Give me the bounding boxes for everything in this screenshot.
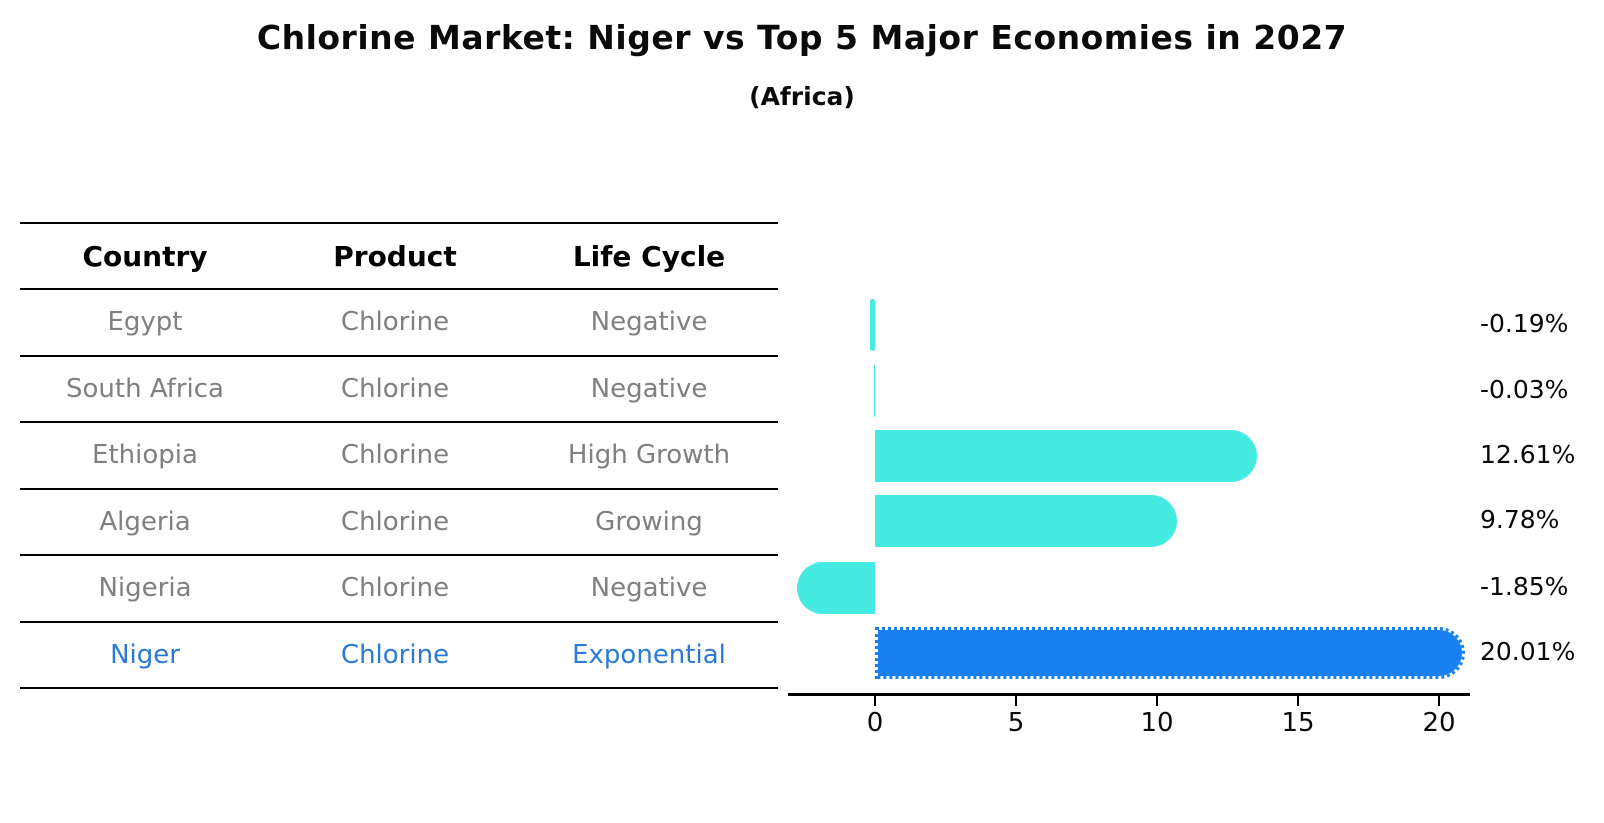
table-cell-country: South Africa [66,373,224,404]
table-cell-life-cycle: Exponential [572,639,726,670]
bar-egypt [869,299,875,351]
bar-value-label-ethiopia: 12.61% [1480,440,1576,469]
x-tick-mark [873,696,877,706]
bar-algeria [875,495,1177,547]
table-cell-product: Chlorine [340,639,450,670]
x-tick-mark [1296,696,1300,706]
x-tick-label: 10 [1140,708,1174,738]
table-row-algeria: Algeria Chlorine Growing [20,490,778,556]
x-tick-label: 20 [1422,708,1456,738]
table-cell-life-cycle: Negative [590,573,708,604]
country-table: Country Product Life Cycle Egypt Chlorine… [20,222,778,689]
table-body: Egypt Chlorine Negative South Africa Chlorin… [20,290,778,689]
table-cell-life-cycle: Growing [595,506,703,537]
table-header-country: Country [82,239,208,273]
table-cell-product: Chlorine [340,573,450,604]
table-header-life-cycle: Life Cycle [572,239,726,273]
bar-nigeria [796,562,875,614]
bar-value-label-algeria: 9.78% [1480,505,1560,534]
table-cell-country: Ethiopia [92,440,198,471]
x-tick-mark [1437,696,1441,706]
bar-south-africa [873,365,875,417]
x-tick-label: 5 [1007,708,1025,738]
x-tick-label: 15 [1281,708,1315,738]
bar-niger [875,627,1466,679]
table-cell-product: Chlorine [340,307,450,338]
x-tick-mark [1155,696,1159,706]
x-tick-label: 0 [866,708,884,738]
table-row-egypt: Egypt Chlorine Negative [20,290,778,357]
bar-value-label-egypt: -0.19% [1480,309,1569,338]
table-cell-product: Chlorine [340,506,450,537]
table-cell-country: Niger [110,639,180,670]
table-header-row: Country Product Life Cycle [20,222,778,290]
table-row-nigeria: Nigeria Chlorine Negative [20,556,778,623]
bar-value-label-south-africa: -0.03% [1480,375,1569,404]
table-cell-country: Nigeria [98,573,192,604]
x-tick-mark [1014,696,1018,706]
table-cell-life-cycle: High Growth [567,440,731,471]
table-row-south-africa: South Africa Chlorine Negative [20,357,778,423]
bar-value-label-niger: 20.01% [1480,637,1576,666]
table-cell-country: Egypt [107,307,183,338]
bar-ethiopia [875,430,1257,482]
chart-subtitle: (Africa) [749,82,855,111]
table-row-niger: Niger Chlorine Exponential [20,623,778,689]
table-cell-life-cycle: Negative [590,373,708,404]
table-row-ethiopia: Ethiopia Chlorine High Growth [20,423,778,490]
table-header-product: Product [333,239,457,273]
table-cell-product: Chlorine [340,440,450,471]
table-cell-product: Chlorine [340,373,450,404]
chart-title: Chlorine Market: Niger vs Top 5 Major Ec… [256,18,1348,57]
bar-value-label-nigeria: -1.85% [1480,572,1569,601]
table-cell-country: Algeria [99,506,191,537]
table-cell-life-cycle: Negative [590,307,708,338]
x-axis-line [788,693,1470,696]
